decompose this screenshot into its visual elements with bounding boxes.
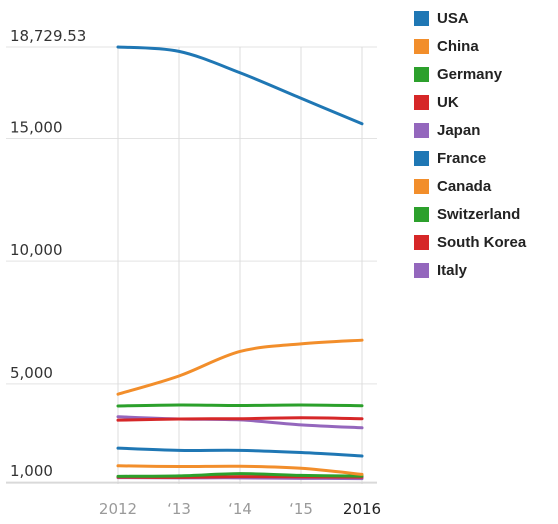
y-tick-label: 10,000 [10, 241, 63, 259]
y-tick-label: 18,729.53 [10, 27, 86, 45]
series-line-switzerland [116, 472, 364, 478]
x-tick-label: 2016 [343, 500, 381, 518]
legend-swatch [414, 10, 429, 26]
x-tick-label: ‘13 [167, 500, 191, 518]
legend-item-usa: USA [414, 4, 526, 32]
legend-label: Switzerland [437, 205, 521, 223]
gridlines [6, 46, 377, 484]
legend-label: South Korea [437, 233, 527, 251]
legend-swatch [414, 206, 429, 222]
series-lines [116, 45, 364, 481]
x-tick-label: ‘14 [228, 500, 252, 518]
legend-item-uk: UK [414, 88, 526, 116]
legend-label: France [437, 149, 487, 167]
legend-item-japan: Japan [414, 116, 526, 144]
legend-swatch [414, 66, 429, 82]
legend-item-china: China [414, 32, 526, 60]
legend-item-italy: Italy [414, 256, 526, 284]
legend-swatch [414, 178, 429, 194]
legend-label: USA [437, 9, 469, 27]
legend-label: Canada [437, 177, 492, 195]
legend-swatch [414, 262, 429, 278]
legend-item-switzerland: Switzerland [414, 200, 526, 228]
series-line-germany [116, 403, 364, 408]
legend-label: Japan [437, 121, 481, 139]
legend: USA China Germany UK Japan France Canada Switze… [414, 4, 526, 284]
series-line-china [116, 338, 364, 396]
legend-label: China [437, 37, 479, 55]
series-line-usa [116, 45, 364, 126]
legend-item-canada: Canada [414, 172, 526, 200]
y-tick-label: 5,000 [10, 364, 53, 382]
legend-swatch [414, 122, 429, 138]
legend-label: UK [437, 93, 459, 111]
legend-swatch [414, 234, 429, 250]
legend-swatch [414, 150, 429, 166]
x-axis-ticks: 2012 ‘13 ‘14 ‘15 2016 [99, 500, 381, 518]
series-line-uk [116, 416, 364, 422]
legend-swatch [414, 38, 429, 54]
legend-label: Italy [437, 261, 468, 279]
legend-item-south-korea: South Korea [414, 228, 526, 256]
legend-label: Germany [437, 65, 503, 83]
y-axis-ticks: 1,000 5,000 10,000 15,000 18,729.53 [10, 27, 86, 480]
legend-item-germany: Germany [414, 60, 526, 88]
x-tick-label: ‘15 [289, 500, 313, 518]
series-line-france [116, 446, 364, 458]
x-tick-label: 2012 [99, 500, 137, 518]
legend-item-france: France [414, 144, 526, 172]
series-line-canada [116, 464, 364, 476]
y-tick-label: 15,000 [10, 119, 63, 137]
y-tick-label: 1,000 [10, 462, 53, 480]
legend-swatch [414, 94, 429, 110]
